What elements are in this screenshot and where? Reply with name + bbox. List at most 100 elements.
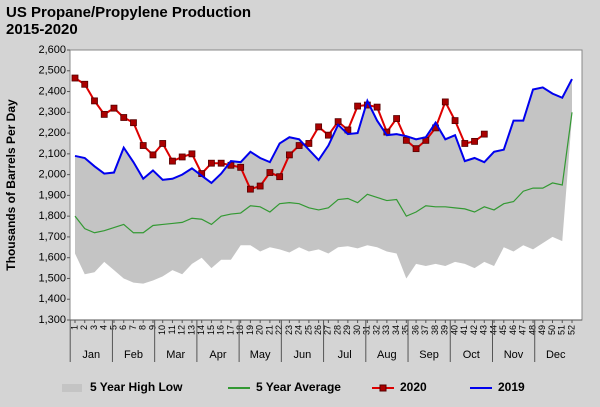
x-tick-label: 50 — [547, 325, 557, 335]
data-point — [451, 117, 459, 125]
x-tick-label: 15 — [206, 325, 216, 335]
x-tick-label: 10 — [157, 325, 167, 335]
x-tick-label: 13 — [186, 325, 196, 335]
x-tick-label: 45 — [498, 325, 508, 335]
legend-swatch — [62, 384, 82, 392]
data-point — [285, 151, 293, 159]
data-point — [100, 110, 108, 118]
data-point — [149, 151, 157, 159]
y-axis-label: Thousands of Barrels Per Day — [4, 99, 18, 271]
x-tick-label: 51 — [557, 325, 567, 335]
month-label: May — [250, 349, 271, 361]
data-point — [480, 130, 488, 138]
x-tick-label: 31 — [362, 325, 372, 335]
data-point — [471, 137, 478, 145]
data-point — [81, 80, 89, 88]
data-point — [256, 182, 264, 190]
y-tick-label: 2,200 — [38, 127, 66, 139]
x-tick-label: 16 — [216, 325, 226, 335]
legend-label: 2020 — [400, 380, 427, 394]
y-tick-label: 2,300 — [38, 106, 66, 118]
y-tick-label: 2,000 — [38, 169, 66, 181]
y-tick-label: 1,600 — [38, 252, 66, 264]
data-point — [295, 142, 303, 149]
x-tick-label: 34 — [391, 325, 401, 335]
month-label: Jun — [294, 349, 312, 361]
data-point — [237, 163, 245, 171]
data-point — [71, 74, 79, 82]
month-label: Aug — [377, 349, 397, 361]
series-line — [74, 112, 573, 234]
x-tick-label: 44 — [488, 325, 498, 335]
x-tick-label: 49 — [537, 325, 547, 335]
chart-title: US Propane/Propylene Production — [6, 4, 251, 21]
x-tick-label: 2 — [79, 325, 89, 330]
x-tick-label: 21 — [264, 325, 274, 335]
x-tick-label: 5 — [108, 325, 118, 330]
x-tick-label: 46 — [508, 325, 518, 335]
y-tick-label: 1,900 — [38, 189, 66, 201]
data-point — [188, 150, 196, 158]
x-tick-label: 25 — [303, 325, 313, 335]
month-label: Nov — [504, 349, 524, 361]
month-label: Oct — [463, 349, 480, 361]
data-point — [139, 142, 147, 149]
x-tick-label: 4 — [99, 325, 109, 330]
data-point — [178, 153, 186, 161]
x-tick-label: 33 — [381, 325, 391, 335]
data-point — [412, 145, 420, 153]
month-label: Dec — [546, 349, 566, 361]
x-tick-label: 32 — [371, 325, 381, 335]
x-tick-label: 43 — [479, 325, 489, 335]
x-tick-label: 1 — [69, 325, 79, 330]
x-tick-label: 23 — [284, 325, 294, 335]
x-tick-label: 26 — [313, 325, 323, 335]
data-point — [461, 140, 469, 147]
x-tick-label: 38 — [430, 325, 440, 335]
data-point — [276, 173, 284, 181]
x-tick-label: 30 — [352, 325, 362, 335]
range-area — [75, 79, 572, 284]
x-tick-label: 12 — [177, 325, 187, 335]
data-point — [120, 114, 128, 121]
data-point — [169, 157, 176, 165]
x-tick-label: 19 — [245, 325, 255, 335]
x-tick-label: 35 — [401, 325, 411, 335]
y-tick-label: 1,700 — [38, 231, 66, 243]
data-point — [441, 98, 449, 106]
series-line — [74, 78, 573, 185]
x-tick-label: 48 — [527, 325, 537, 335]
data-point — [91, 97, 98, 105]
y-tick-label: 1,800 — [38, 210, 66, 222]
y-tick-label: 1,400 — [38, 293, 66, 305]
month-label: Feb — [124, 349, 143, 361]
x-tick-label: 52 — [566, 325, 576, 335]
y-tick-label: 1,300 — [38, 314, 66, 326]
x-tick-label: 11 — [167, 325, 177, 334]
x-tick-label: 7 — [128, 325, 138, 330]
data-point — [130, 119, 137, 127]
x-tick-label: 6 — [118, 325, 128, 330]
data-point — [305, 140, 313, 147]
x-tick-label: 14 — [196, 325, 206, 335]
month-label: Apr — [209, 349, 226, 361]
y-tick-label: 1,500 — [38, 272, 66, 284]
legend-label: 5 Year High Low — [90, 380, 183, 394]
legend-label: 2019 — [498, 380, 525, 394]
x-tick-label: 47 — [518, 325, 528, 335]
x-tick-label: 9 — [147, 325, 157, 330]
y-tick-label: 2,100 — [38, 148, 66, 160]
month-label: Sep — [419, 349, 439, 361]
data-point — [354, 102, 362, 110]
data-point — [217, 159, 225, 167]
data-point — [315, 123, 323, 131]
x-tick-label: 41 — [459, 325, 469, 335]
data-point — [393, 115, 400, 122]
x-tick-label: 36 — [410, 325, 420, 335]
x-tick-label: 8 — [138, 325, 148, 330]
x-tick-label: 22 — [274, 325, 284, 335]
month-label: Jan — [82, 349, 100, 361]
legend-label: 5 Year Average — [256, 380, 341, 394]
x-tick-label: 17 — [225, 325, 235, 335]
